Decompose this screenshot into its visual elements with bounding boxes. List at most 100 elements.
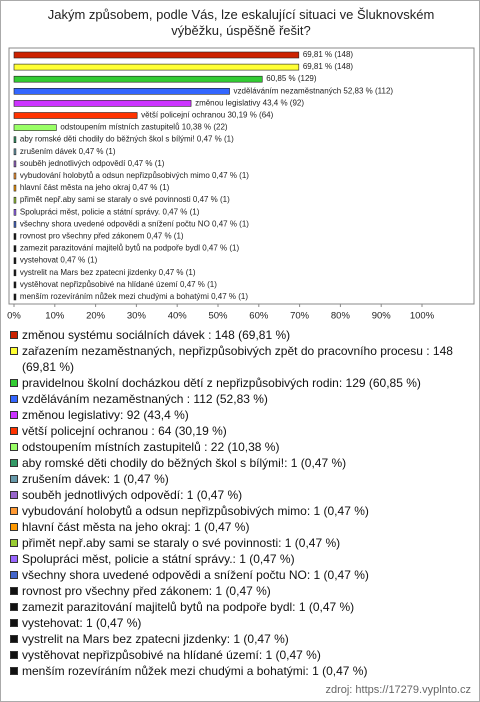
bar-label: vybudování holobytů a odsun nepřizpůsobi… (20, 171, 249, 180)
legend-swatch (10, 411, 18, 419)
bar-category: změnou legislativy (195, 99, 260, 108)
legend-item: vystehovat: 1 (0,47 %) (9, 615, 471, 631)
bar-category: souběh jednotlivých odpovědí (20, 159, 126, 168)
legend-label: změnou legislativy: 92 (43,4 %) (22, 408, 189, 422)
legend-item: vystrelit na Mars bez zpatecni jizdenky:… (9, 631, 471, 647)
legend-item: pravidelnou školní docházkou dětí z nepř… (9, 375, 471, 391)
x-tick-label: 60% (249, 311, 269, 322)
legend-swatch (10, 619, 18, 627)
x-tick-label: 10% (45, 311, 65, 322)
bar (13, 112, 138, 119)
legend-label: menším rozevíráním nůžek mezi chudými a … (22, 664, 368, 678)
x-tick-label: 90% (372, 311, 392, 322)
source: zdroj: https://17279.vyplnto.cz (325, 684, 471, 696)
legend-item: všechny shora uvedené odpovědi a snížení… (9, 567, 471, 583)
value-label: 0,47 % (1) (180, 280, 217, 289)
x-tick-label: 30% (127, 311, 147, 322)
legend-label: větší policejní ochranou : 64 (30,19 %) (22, 424, 227, 438)
legend-label: souběh jednotlivých odpovědí: 1 (0,47 %) (22, 488, 243, 502)
bar (13, 75, 263, 83)
legend-swatch (10, 571, 18, 579)
bar-category: hlavní část města na jeho okraj (20, 183, 131, 192)
bar-category: vystehovat (20, 256, 59, 265)
x-tick-label: 50% (208, 311, 228, 322)
legend-item: vystěhovat nepřizpůsobivé na hlídané úze… (9, 647, 471, 663)
bar (13, 269, 17, 277)
legend-swatch (10, 523, 18, 531)
legend-swatch (10, 443, 18, 451)
bar-category: vystrelit na Mars bez zpatecni jizdenky (20, 268, 157, 277)
legend-swatch (10, 347, 18, 355)
x-tick-label: 100% (410, 311, 435, 322)
bar-label: vystrelit na Mars bez zpatecni jizdenky … (20, 268, 196, 277)
legend-label: vzděláváním nezaměstnaných : 112 (52,83 … (22, 392, 268, 406)
legend-label: všechny shora uvedené odpovědi a snížení… (22, 568, 369, 582)
legend-label: aby romské děti chodily do běžných škol … (22, 456, 347, 470)
bar-category: zrušením dávek (20, 147, 77, 156)
legend: změnou systému sociálních dávek : 148 (6… (9, 327, 471, 679)
legend-item: vzděláváním nezaměstnaných : 112 (52,83 … (9, 391, 471, 407)
bar-category: všechny shora uvedené odpovědi a snížení… (20, 220, 210, 229)
legend-swatch (10, 603, 18, 611)
legend-item: zamezit parazitování majitelů bytů na po… (9, 599, 471, 615)
value-label: 10,38 % (22) (182, 123, 228, 132)
legend-swatch (10, 331, 18, 339)
bar (13, 160, 17, 168)
bar (13, 100, 192, 107)
bar (13, 124, 57, 131)
legend-label: zrušením dávek: 1 (0,47 %) (22, 472, 169, 486)
legend-swatch (10, 507, 18, 515)
legend-item: přimět nepř.aby sami se staraly o své po… (9, 535, 471, 551)
x-tick-label: 40% (168, 311, 188, 322)
bar-category: větší policejní ochranou (141, 111, 225, 120)
legend-item: rovnost pro všechny před zákonem: 1 (0,4… (9, 583, 471, 599)
legend-swatch (10, 539, 18, 547)
legend-label: vybudování holobytů a odsun nepřizpůsobi… (22, 504, 369, 518)
x-tick-label: 70% (290, 311, 310, 322)
value-label: 69,81 % (148) (303, 62, 354, 71)
value-label: 0,47 % (1) (212, 171, 249, 180)
x-tick-label: 20% (86, 311, 106, 322)
legend-swatch (10, 395, 18, 403)
legend-label: vystěhovat nepřizpůsobivé na hlídané úze… (22, 648, 321, 662)
bar-label: 69,81 % (148) (303, 62, 354, 71)
legend-item: vybudování holobytů a odsun nepřizpůsobi… (9, 503, 471, 519)
legend-swatch (10, 427, 18, 435)
legend-label: pravidelnou školní docházkou dětí z nepř… (22, 376, 421, 390)
legend-label: zamezit parazitování majitelů bytů na po… (22, 600, 355, 614)
value-label: 0,47 % (1) (212, 220, 249, 229)
value-label: 0,47 % (1) (128, 159, 165, 168)
bar-label: 69,81 % (148) (303, 50, 354, 59)
x-tick-label: 80% (331, 311, 351, 322)
bar-category: Spolupráci měst, policie a státní správy… (20, 207, 160, 216)
legend-item: zařazením nezaměstnaných, nepřizpůsobivý… (9, 343, 471, 375)
legend-item: změnou systému sociálních dávek : 148 (6… (9, 327, 471, 343)
legend-swatch (10, 587, 18, 595)
bar-label: hlavní část města na jeho okraj 0,47 % (… (20, 183, 170, 192)
bar-category: vzděláváním nezaměstnaných (234, 86, 342, 95)
bar-label: odstoupením místních zastupitelů 10,38 %… (60, 123, 228, 132)
bar (13, 148, 17, 156)
value-label: 0,47 % (1) (159, 268, 196, 277)
value-label: 0,47 % (1) (79, 147, 116, 156)
legend-item: menším rozevíráním nůžek mezi chudými a … (9, 663, 471, 679)
bar (13, 172, 17, 180)
bar-label: vzděláváním nezaměstnaných 52,83 % (112) (234, 86, 394, 95)
bar-label: zrušením dávek 0,47 % (1) (20, 147, 116, 156)
legend-swatch (10, 475, 18, 483)
legend-label: Spolupráci měst, policie a státní správy… (22, 552, 295, 566)
bar-label: všechny shora uvedené odpovědi a snížení… (20, 220, 249, 229)
value-label: 0,47 % (1) (211, 292, 248, 301)
bar-label: vystehovat 0,47 % (1) (20, 256, 98, 265)
value-label: 0,47 % (1) (132, 183, 169, 192)
bar (13, 233, 17, 240)
legend-item: souběh jednotlivých odpovědí: 1 (0,47 %) (9, 487, 471, 503)
bar (13, 87, 230, 95)
legend-swatch (10, 635, 18, 643)
legend-item: zrušením dávek: 1 (0,47 %) (9, 471, 471, 487)
legend-item: změnou legislativy: 92 (43,4 %) (9, 407, 471, 423)
x-tick-label: 0% (7, 311, 21, 322)
bar-label: Spolupráci měst, policie a státní správy… (20, 207, 200, 216)
legend-label: přimět nepř.aby sami se staraly o své po… (22, 536, 341, 550)
chart: 0% 10% 20% 30% 40% 50% 60% 70% 80% 90% 100% 69,81 %… (7, 47, 475, 322)
